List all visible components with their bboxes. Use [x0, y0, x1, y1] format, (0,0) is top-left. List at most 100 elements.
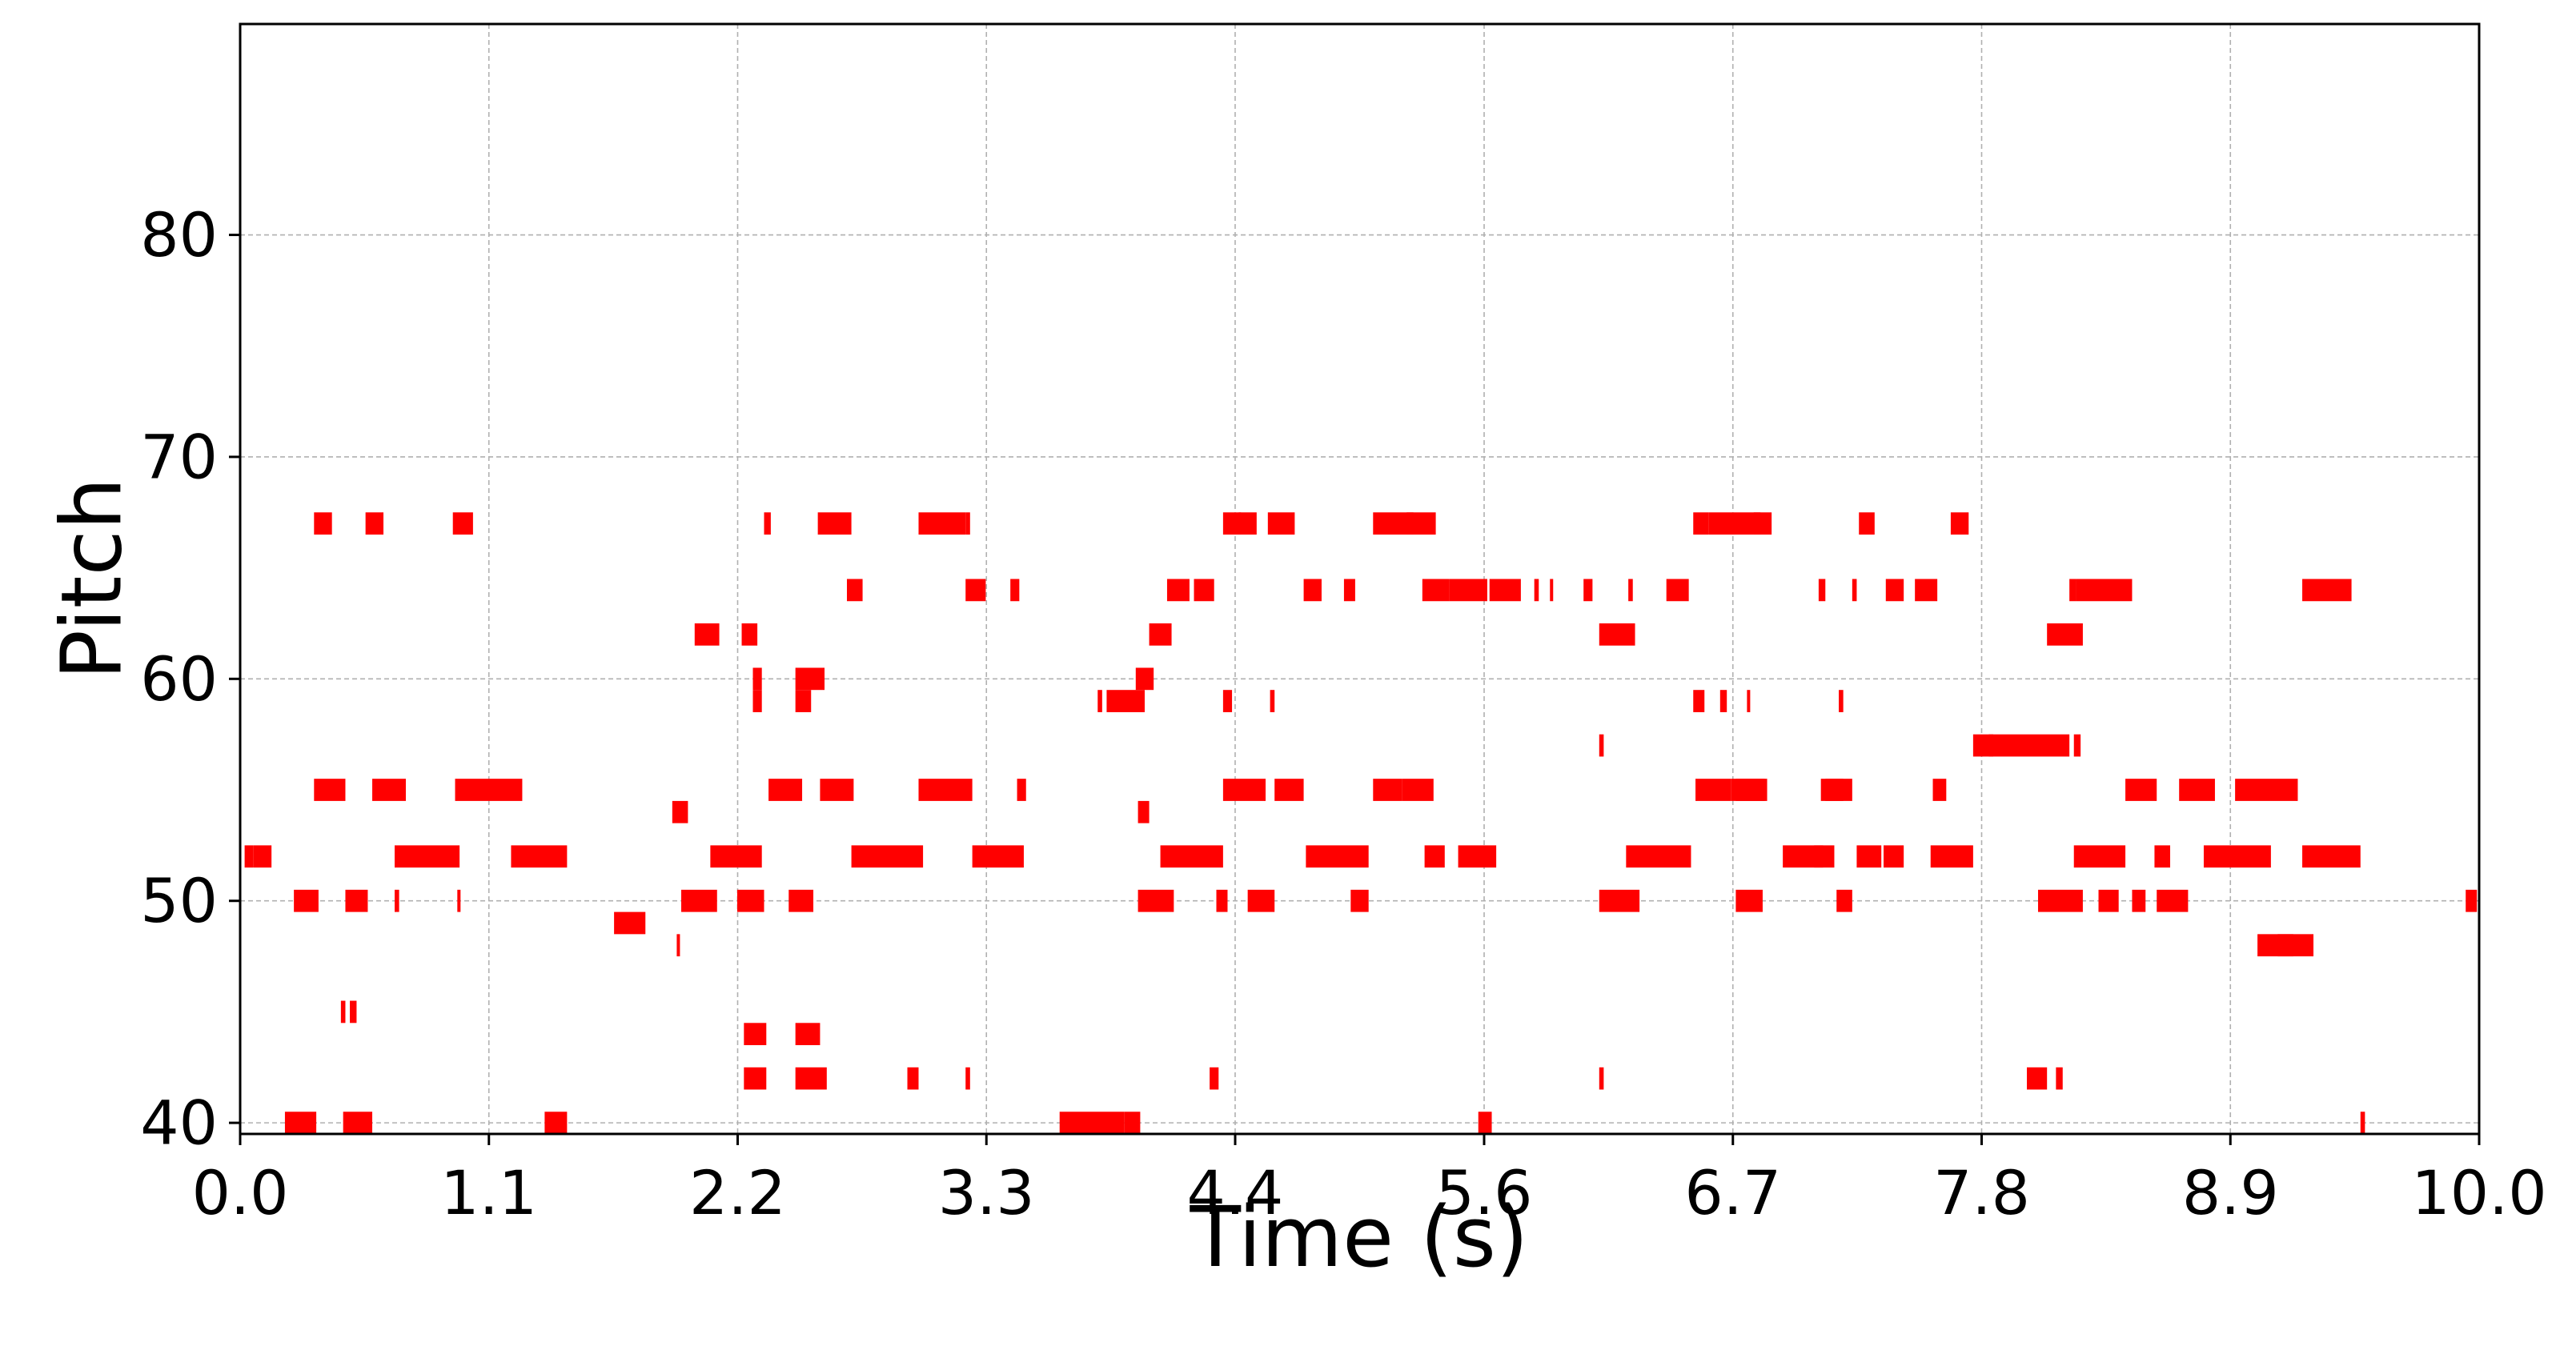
note-bar: [1859, 512, 1875, 535]
note-bar: [455, 779, 523, 801]
note-bar: [1222, 690, 1233, 712]
note-bar: [1747, 690, 1751, 712]
note-bar: [676, 934, 680, 957]
note-bar: [284, 1112, 317, 1134]
note-bar: [1373, 779, 1402, 801]
note-bar: [1599, 623, 1635, 646]
note-bar: [1238, 512, 1257, 535]
note-bar: [2027, 1067, 2048, 1090]
x-tick-label: 10.0: [2411, 1157, 2546, 1228]
note-bar: [1950, 512, 1969, 535]
note-bar: [1583, 579, 1593, 602]
note-bar: [1818, 579, 1826, 602]
y-tick-label: 80: [140, 199, 218, 270]
note-bar: [752, 667, 762, 691]
note-bar: [2154, 845, 2171, 868]
note-bar: [2098, 889, 2119, 912]
y-axis-label: Pitch: [42, 477, 140, 679]
note-bar: [1210, 1067, 1219, 1090]
note-bar: [2203, 845, 2271, 868]
note-bar: [340, 1000, 346, 1024]
note-bar: [1138, 800, 1150, 823]
note-bar: [795, 667, 825, 691]
y-tick-label: 60: [140, 643, 218, 715]
note-bar: [1097, 690, 1102, 712]
note-bar: [1988, 734, 2070, 757]
note-bar: [2037, 889, 2083, 912]
note-bar: [1149, 623, 1172, 646]
note-bar: [1222, 779, 1266, 801]
y-tick-label: 40: [140, 1088, 218, 1159]
x-tick-label: 6.7: [1684, 1157, 1781, 1228]
note-bar: [1550, 579, 1554, 602]
note-bar: [1666, 579, 1689, 602]
note-bar: [965, 1067, 970, 1090]
note-bar: [1932, 779, 1947, 801]
note-bar: [511, 845, 568, 868]
note-bar: [2073, 845, 2126, 868]
note-bar: [1350, 889, 1369, 912]
x-tick-label: 5.6: [1436, 1157, 1533, 1228]
note-bar: [2157, 889, 2189, 912]
note-bar: [1626, 845, 1691, 868]
note-bar: [294, 889, 319, 912]
note-bar: [1247, 889, 1275, 912]
note-bar: [2076, 579, 2133, 602]
note-bar: [244, 845, 254, 868]
plot-frame: [239, 22, 2481, 1136]
note-bar: [2277, 934, 2314, 957]
note-bar: [744, 1067, 767, 1090]
note-bar: [1406, 512, 1436, 535]
note-bar: [365, 512, 384, 535]
note-bar: [2056, 1067, 2063, 1090]
axis-ticks: 0.0 1.1 2.2 3.3 4.4 5.6 6.7 7.8 8.9 10.0 40 50 60 70 8…: [140, 199, 2546, 1228]
note-bar: [1930, 845, 1973, 868]
note-bar: [1274, 779, 1304, 801]
note-bar: [1222, 512, 1242, 535]
note-bar: [1478, 1112, 1492, 1134]
note-bar: [2125, 779, 2157, 801]
note-bar: [1719, 690, 1727, 712]
note-bar: [314, 779, 346, 801]
note-bar: [314, 512, 332, 535]
note-bar: [1852, 579, 1857, 602]
note-bar: [1836, 889, 1852, 912]
note-bar: [710, 845, 762, 868]
note-bar: [1402, 779, 1434, 801]
note-bar: [1306, 845, 1369, 868]
note-bar: [1693, 512, 1709, 535]
x-axis-label: Time (s): [1190, 1188, 1529, 1286]
note-bar: [1010, 579, 1020, 602]
note-bar: [795, 1023, 821, 1046]
note-bar: [1735, 889, 1763, 912]
note-bars: [244, 512, 2478, 1134]
note-bar: [345, 889, 368, 912]
note-bar: [1489, 579, 1521, 602]
note-bar: [2179, 779, 2215, 801]
note-bar: [736, 889, 764, 912]
note-bar: [768, 779, 803, 801]
note-bar: [907, 1067, 919, 1090]
note-bar: [1534, 579, 1539, 602]
x-tick-label: 2.2: [689, 1157, 786, 1228]
note-bar: [672, 800, 688, 823]
x-tick-label: 3.3: [938, 1157, 1035, 1228]
note-bar: [2302, 845, 2361, 868]
note-bar: [1135, 667, 1154, 691]
note-bar: [2466, 889, 2478, 912]
note-bar: [372, 779, 406, 801]
note-bar: [2047, 623, 2083, 646]
note-bar: [795, 1067, 827, 1090]
x-tick-label: 7.8: [1933, 1157, 2030, 1228]
note-bar: [2069, 579, 2076, 602]
y-tick-label: 50: [140, 865, 218, 936]
note-bar: [2132, 889, 2146, 912]
note-bar: [1449, 579, 1487, 602]
note-bar: [1693, 690, 1705, 712]
note-bar: [820, 779, 854, 801]
note-bar: [1343, 579, 1355, 602]
note-bar: [795, 690, 812, 712]
note-bar: [965, 579, 986, 602]
note-bar: [343, 1112, 373, 1134]
